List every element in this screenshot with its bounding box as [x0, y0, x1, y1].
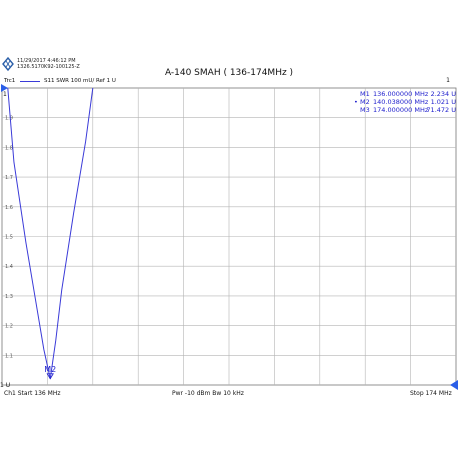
marker-value: 2.234 U	[430, 90, 456, 98]
marker-frequency: 136.000000 MHz	[373, 90, 429, 98]
chart-title: A-140 SMAH ( 136-174MHz )	[164, 68, 294, 78]
y-tick-label: 1.3	[5, 294, 13, 300]
ref-level-arrow-icon	[1, 84, 8, 92]
y-tick-label: 1.4	[5, 264, 13, 270]
y-tick-label: 1.2	[5, 324, 13, 330]
trace-label[interactable]: Trc1	[4, 78, 16, 84]
datetime-label: 11/29/2017 4:46:12 PM	[17, 58, 76, 64]
y-tick-label: 1.1	[5, 353, 13, 359]
rohde-schwarz-logo-icon	[2, 56, 14, 72]
trace-legend-line	[20, 81, 40, 82]
y-tick-label: 1.9	[5, 116, 13, 122]
marker-label: M2	[360, 98, 370, 106]
footer-center: Pwr -10 dBm Bw 10 kHz	[172, 390, 244, 397]
marker-triangle-icon	[46, 373, 54, 380]
footer-start: Ch1 Start 136 MHz	[4, 390, 61, 397]
y-bottom-label: 1 U	[0, 382, 10, 389]
marker-frequency: 174.000000 MHz	[373, 106, 429, 114]
trace-info: S11 SWR 100 mU/ Ref 1 U	[44, 78, 116, 84]
y-tick-label: 1.8	[5, 145, 13, 151]
marker-on-trace-label: M2	[44, 365, 56, 374]
y-top-label: 1	[3, 91, 7, 98]
y-tick-label: 1.6	[5, 205, 13, 211]
y-tick-label: 1.7	[5, 175, 13, 181]
active-marker-dot-icon: •	[354, 98, 358, 106]
footer-stop: Stop 174 MHz	[410, 390, 452, 397]
marker-value: 71.472 U	[426, 106, 456, 114]
ref-position-arrow-icon	[450, 380, 458, 390]
marker-label: M1	[360, 90, 370, 98]
marker-label: M3	[360, 106, 370, 114]
marker-value: 1.021 U	[430, 98, 456, 106]
channel-number: 1	[446, 77, 450, 84]
instrument-id-label: 1326.5170K92-100125-Z	[17, 64, 80, 70]
y-tick-label: 1.5	[5, 235, 13, 241]
marker-frequency: 140.038000 MHz	[373, 98, 429, 106]
